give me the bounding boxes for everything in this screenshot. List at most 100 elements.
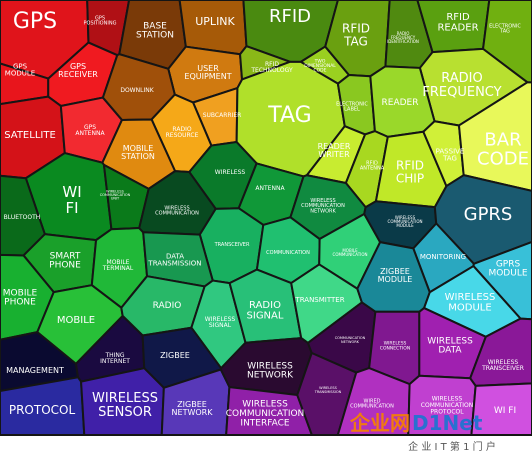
label-line: MODULE	[396, 223, 414, 228]
label-line: GPS	[95, 15, 105, 21]
cell-label: WIRELESS COMMUNICATION PROTOCOL	[421, 395, 473, 415]
cell-label: WIRELESS SIGNAL	[205, 315, 236, 328]
cell-label: WIRELESS TRANSMISSION	[314, 386, 342, 394]
label-line: ZIGBEE	[177, 399, 207, 408]
cell-label: UPLINK	[195, 15, 235, 28]
label-line: TERMINAL	[102, 265, 134, 272]
label-line: ANTENNA	[75, 130, 105, 137]
label-line: MANAGEMENT	[6, 366, 64, 375]
cell-label: DATA TRANSMISSION	[147, 252, 201, 267]
cell-label: WIRELESS COMMUNICATION NETWORK	[301, 197, 345, 214]
label-line: COMMUNICATION	[100, 193, 131, 197]
cell-label: COMMUNICATION NETWORK	[335, 336, 366, 344]
label-line: MOBILE	[107, 258, 130, 265]
label-line: FI	[65, 198, 78, 216]
cell-label: TAG	[267, 103, 311, 128]
label-line: COMMUNICATION	[388, 219, 423, 224]
label-line: ELECTRONIC	[489, 23, 521, 29]
label-line: WIRELESS	[215, 169, 246, 176]
label-line: NETWORK	[310, 208, 336, 214]
label-line: RFID	[265, 60, 279, 67]
label-line: CODE	[477, 148, 529, 169]
cell-label: COMMUNICATION	[266, 250, 310, 256]
label-line: RADIO	[249, 300, 281, 311]
label-line: RADIO	[441, 71, 482, 86]
label-line: MOBILE	[123, 143, 154, 152]
cell-label: RADIO FREQUENCY IDENTIFICATION	[387, 31, 419, 44]
label-line: GPS	[13, 62, 28, 70]
cell-label: GPRS	[464, 204, 513, 225]
cell-label: DOWNLINK	[120, 87, 154, 94]
label-line: MOBILE	[342, 248, 358, 253]
cell-label: BLUETOOTH	[4, 214, 41, 221]
label-line: TAG	[343, 34, 368, 48]
cell-label: PROTOCOL	[9, 403, 76, 417]
cell-label: WIRELESS CONNECTION	[380, 340, 410, 351]
label-line: WIRELESS	[445, 292, 496, 303]
label-line: RECEIVER	[58, 70, 98, 79]
label-line: COMMUNICATION	[421, 402, 473, 409]
label-line: GPS	[84, 123, 96, 130]
label-line: SATELLITE	[4, 130, 56, 141]
cell-label: WIRELESS TRANSCEIVER	[481, 358, 524, 371]
label-line: RFID	[342, 21, 370, 35]
label-line: PHONE	[4, 297, 36, 307]
cell-label: RFID TAG	[342, 21, 370, 48]
cell-label: WIRELESS COMMUNICATION	[155, 205, 199, 216]
cell-label: ZIGBEE MODULE	[378, 266, 413, 283]
cell-label: TRANSMITTER	[294, 296, 344, 304]
label-line: TAG	[442, 155, 457, 163]
label-line: EQUIPMENT	[184, 72, 231, 81]
label-line: SIGNAL	[209, 322, 232, 329]
cell-label: MOBILE TERMINAL	[102, 258, 134, 271]
cell-label: RFID	[269, 6, 311, 27]
cell-label: MOBILE	[57, 315, 95, 326]
label-line: RFID	[366, 160, 378, 166]
cell-label: WIRELESS COMMUNICATION MODULE	[388, 215, 423, 228]
cell-label: MOBILE STATION	[121, 143, 155, 160]
cell-label: WIRELESS DATA	[427, 336, 473, 355]
cell-label: SMART PHONE	[49, 251, 81, 270]
label-line: TRANSMITTER	[294, 296, 344, 304]
label-line: TWO	[314, 58, 326, 64]
label-line: TAG	[267, 103, 311, 128]
label-line: CONNECTION	[380, 345, 410, 351]
label-line: TRANSCEIVER	[214, 242, 250, 248]
label-line: UNIT	[111, 197, 120, 201]
watermark-slogan: 企 业 I T 第 1 门 户	[408, 440, 496, 453]
label-line: WIRELESS	[395, 215, 416, 220]
cell-label: GPS	[13, 9, 57, 34]
label-line: SUBCARRIER	[203, 112, 242, 119]
label-line: RFID	[446, 12, 470, 23]
cell-label: USER EQUIPMENT	[184, 63, 231, 80]
label-line: THING	[104, 351, 124, 358]
cell-label: RADIO SIGNAL	[247, 300, 284, 322]
label-line: DOWNLINK	[120, 87, 154, 94]
label-line: RFID	[269, 6, 311, 27]
label-line: CODE	[314, 67, 327, 73]
label-line: RESOURCE	[166, 132, 199, 139]
cell-label: RFID READER	[437, 12, 478, 34]
cell-label: WIRELESS NETWORK	[247, 361, 294, 380]
label-line: WIRELESS	[384, 340, 407, 346]
label-line: DATA	[438, 345, 462, 355]
cell-label: MOBILE PHONE	[3, 288, 38, 307]
cell-label: WI FI	[494, 406, 516, 416]
label-line: WIRELESS	[242, 399, 288, 409]
label-line: RFID	[396, 158, 424, 172]
label-line: TECHNOLOGY	[250, 67, 293, 74]
label-line: WI	[62, 183, 81, 201]
cell-label: GPS RECEIVER	[58, 61, 98, 78]
label-line: BAR	[484, 130, 521, 151]
label-line: INTERNET	[100, 358, 130, 365]
label-line: DATA	[166, 252, 184, 260]
label-line: STATION	[121, 152, 155, 161]
label-line: CHIP	[396, 171, 424, 185]
cell-label: BASE STATION	[136, 21, 174, 40]
cell-label: RADIO FREQUENCY	[422, 71, 501, 100]
cell-label: WIRELESS MODULE	[445, 292, 496, 314]
label-line: SIGNAL	[247, 310, 284, 321]
cell	[470, 382, 532, 436]
cell	[458, 81, 532, 192]
label-line: SENSOR	[98, 404, 152, 419]
